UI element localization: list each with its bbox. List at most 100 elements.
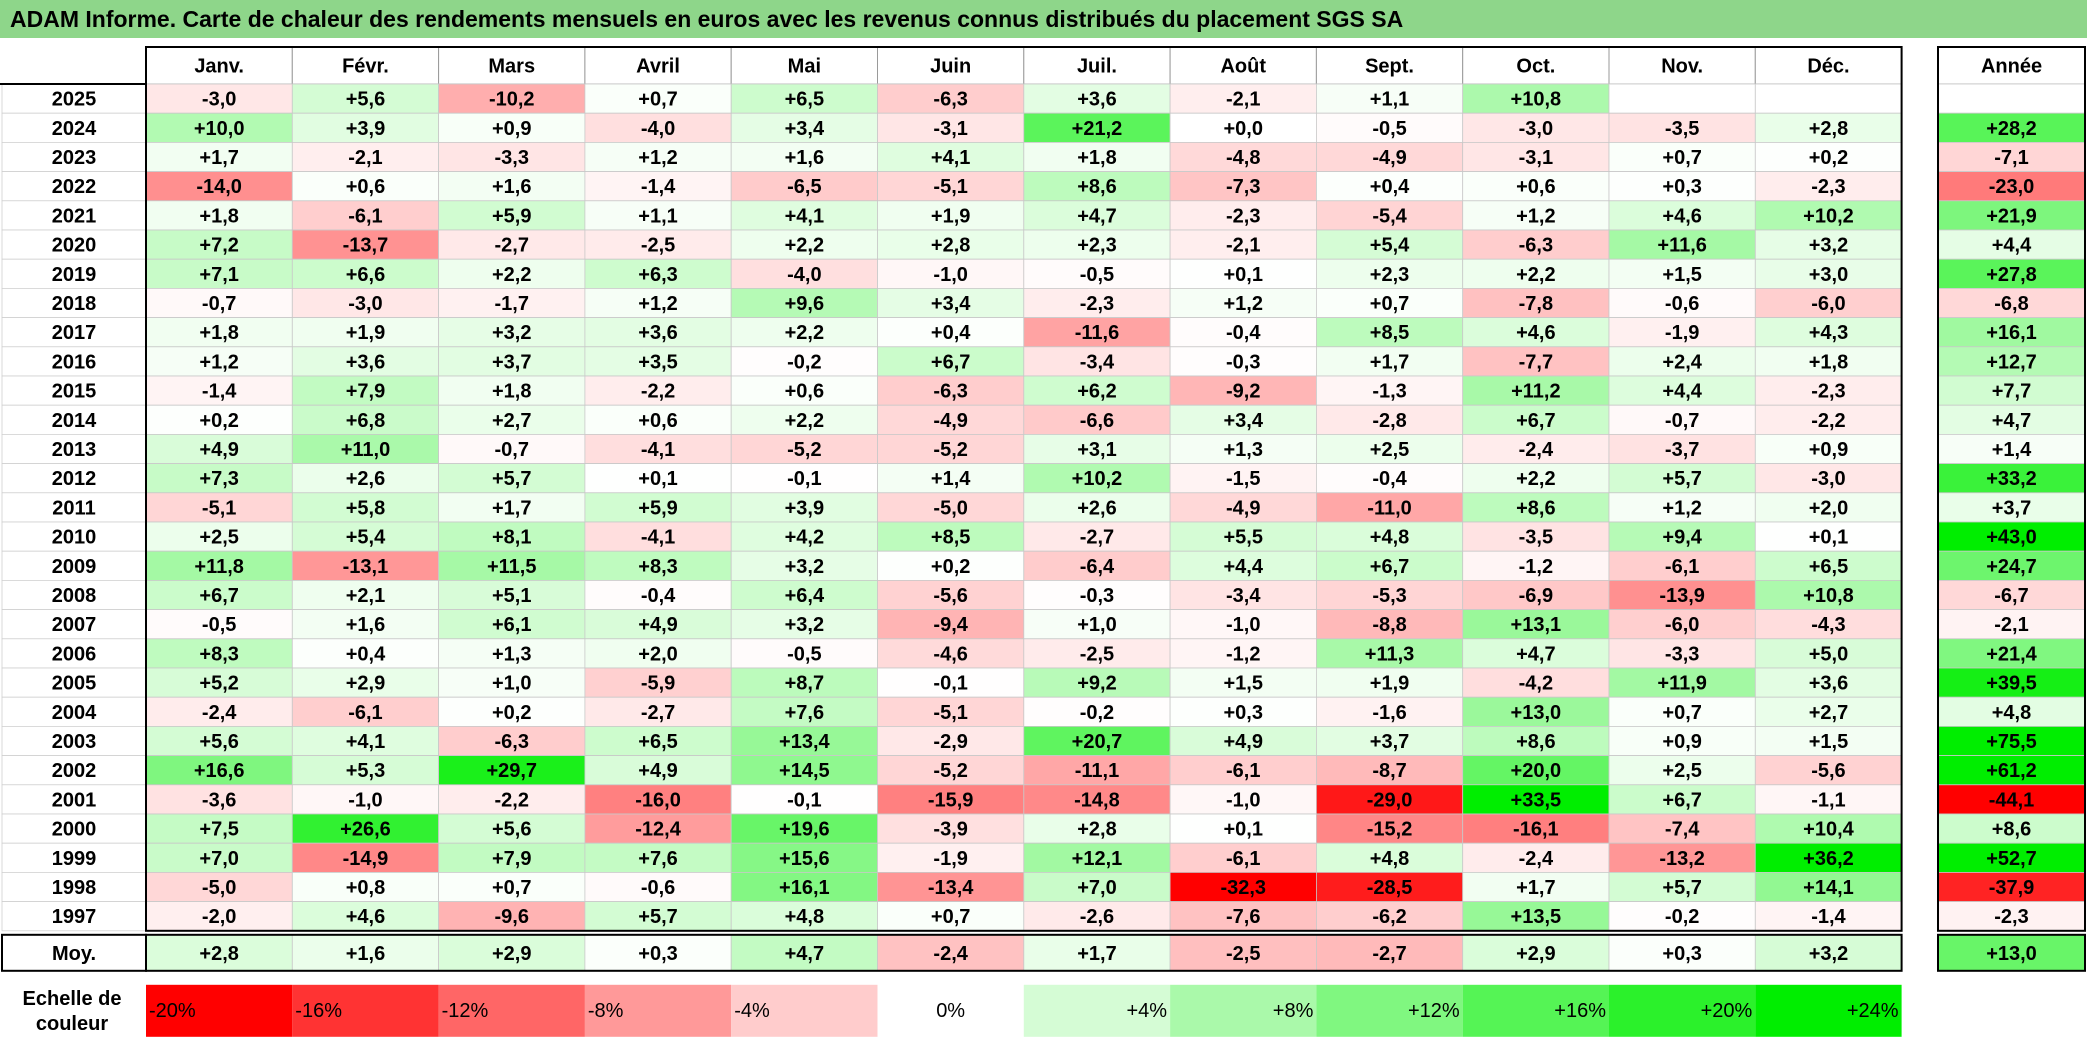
heatmap-value: +6,5 — [638, 731, 677, 753]
heatmap-value: +16,1 — [779, 877, 830, 899]
heatmap-cell — [1023, 433, 1171, 464]
heatmap-value: +13,5 — [1511, 906, 1562, 928]
heatmap-cell — [291, 696, 439, 727]
year-label: 2011 — [52, 497, 95, 519]
annual-value: -37,9 — [1989, 877, 2035, 899]
heatmap-value: +8,7 — [785, 673, 824, 695]
heatmap-value: -2,1 — [1226, 235, 1260, 257]
annual-average-cell — [1937, 933, 2086, 972]
heatmap-cell — [145, 287, 293, 318]
heatmap-value: +11,8 — [194, 556, 244, 578]
year-label: 2006 — [52, 643, 97, 665]
heatmap-value: -0,5 — [787, 643, 821, 665]
heatmap-cell — [877, 609, 1025, 640]
heatmap-cell — [877, 550, 1025, 581]
heatmap-cell — [291, 141, 439, 172]
heatmap-value: -2,7 — [641, 702, 675, 724]
heatmap-value: -0,2 — [1665, 906, 1699, 928]
annual-cell — [1937, 580, 2086, 611]
heatmap-cell — [438, 287, 586, 318]
average-value: +2,8 — [199, 943, 238, 965]
heatmap-value: +4,4 — [1662, 381, 1702, 403]
heatmap-value: +1,9 — [931, 205, 970, 227]
heatmap-cell — [877, 901, 1025, 932]
heatmap-value: +2,0 — [1809, 497, 1848, 519]
heatmap-value: +1,5 — [1809, 731, 1848, 753]
heatmap-value: -2,1 — [1226, 89, 1260, 111]
heatmap-value: +11,3 — [1365, 643, 1415, 665]
heatmap-value: -0,7 — [1665, 410, 1699, 432]
heatmap-cell — [291, 813, 439, 844]
heatmap-cell — [1169, 813, 1317, 844]
heatmap-value: +1,2 — [638, 293, 677, 315]
scale-swatch — [731, 984, 878, 1037]
average-cell — [730, 934, 878, 972]
heatmap-value: -0,5 — [1372, 118, 1406, 140]
heatmap-value: -2,9 — [933, 731, 967, 753]
scale-step-label: -8% — [588, 1000, 624, 1022]
heatmap-value: +6,7 — [931, 351, 970, 373]
heatmap-cell — [291, 375, 439, 406]
heatmap-value: -3,5 — [1519, 527, 1553, 549]
heatmap-cell — [1023, 112, 1171, 143]
heatmap-value: +4,9 — [199, 439, 238, 461]
heatmap-cell — [877, 667, 1025, 698]
average-cell — [1462, 934, 1610, 972]
heatmap-value: -2,6 — [1080, 906, 1114, 928]
heatmap-cell — [877, 112, 1025, 143]
annual-value: +52,7 — [1986, 848, 2037, 870]
heatmap-value: +0,2 — [199, 410, 238, 432]
heatmap-value: -2,0 — [202, 906, 236, 928]
heatmap-value: +6,7 — [1662, 789, 1701, 811]
heatmap-value: +7,1 — [199, 264, 238, 286]
average-value: +1,6 — [346, 943, 385, 965]
heatmap-value: -2,7 — [495, 235, 529, 257]
heatmap-cell — [1754, 667, 1903, 698]
heatmap-value: +5,2 — [199, 673, 238, 695]
heatmap-cell — [730, 375, 878, 406]
heatmap-value: -4,9 — [1372, 147, 1406, 169]
heatmap-value: -14,0 — [196, 176, 242, 198]
heatmap-value: -2,8 — [1372, 410, 1406, 432]
heatmap-cell — [877, 842, 1025, 873]
heatmap-cell — [145, 521, 293, 552]
heatmap-value: -13,4 — [928, 877, 974, 899]
heatmap-value: +2,9 — [346, 673, 385, 695]
annual-value: +4,4 — [1992, 235, 2032, 257]
heatmap-cell — [1462, 638, 1610, 669]
heatmap-cell — [1023, 375, 1171, 406]
heatmap-value: -7,7 — [1519, 351, 1553, 373]
annual-grid-border — [1937, 46, 2086, 932]
heatmap-cell — [1169, 112, 1317, 143]
heatmap-cell — [145, 784, 293, 815]
heatmap-cell — [1169, 784, 1317, 815]
heatmap-value: -8,7 — [1372, 760, 1406, 782]
heatmap-value: +3,7 — [1370, 731, 1409, 753]
heatmap-value: -7,6 — [1226, 906, 1260, 928]
average-value: +4,7 — [785, 943, 824, 965]
heatmap-cell — [584, 726, 732, 757]
heatmap-value: +2,1 — [346, 585, 385, 607]
heatmap-cell — [1754, 842, 1903, 873]
heatmap-cell — [1608, 901, 1756, 932]
heatmap-cell — [145, 580, 293, 611]
heatmap-value: -29,0 — [1367, 789, 1413, 811]
heatmap-value: -1,2 — [1519, 556, 1553, 578]
heatmap-cell — [438, 229, 586, 260]
heatmap-value: -7,3 — [1226, 176, 1260, 198]
annual-value: +43,0 — [1986, 527, 2037, 549]
heatmap-cell — [1316, 200, 1464, 231]
heatmap-value: +14,1 — [1803, 877, 1854, 899]
heatmap-cell — [145, 550, 293, 581]
heatmap-value: -7,4 — [1665, 819, 1700, 841]
heatmap-cell — [877, 375, 1025, 406]
annual-value: -6,8 — [1994, 293, 2028, 315]
heatmap-cell — [438, 609, 586, 640]
heatmap-value: -4,1 — [641, 439, 675, 461]
heatmap-value: +0,1 — [1224, 264, 1263, 286]
average-value: +0,3 — [1662, 943, 1701, 965]
scale-label: Echelle de — [23, 988, 122, 1010]
heatmap-value: -4,2 — [1519, 673, 1553, 695]
heatmap-value: -5,3 — [1372, 585, 1406, 607]
heatmap-cell — [1754, 550, 1903, 581]
